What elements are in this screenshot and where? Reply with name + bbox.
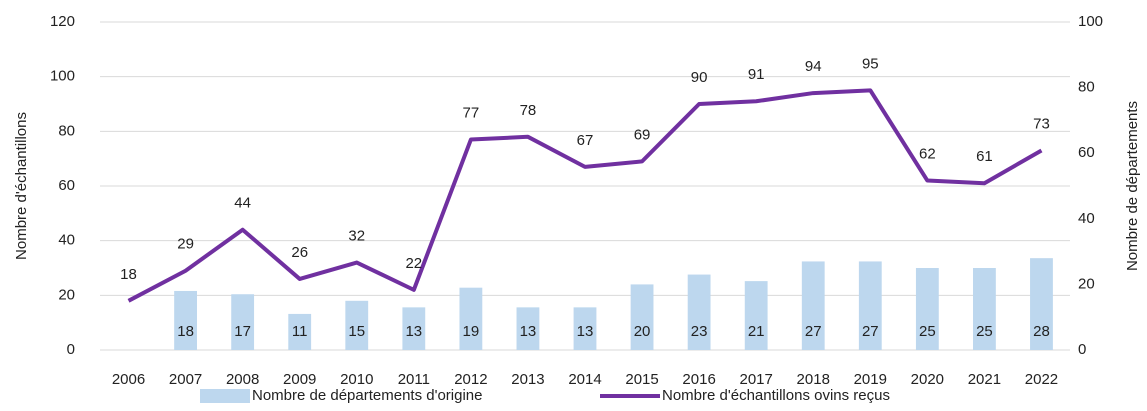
- line-value-label: 91: [748, 66, 765, 83]
- bar-value-label: 15: [348, 323, 365, 340]
- bar: [973, 268, 996, 350]
- x-tick-label: 2009: [283, 371, 316, 388]
- y-tick-label: 0: [67, 341, 75, 358]
- x-tick-label: 2018: [797, 371, 830, 388]
- y2-tick-label: 40: [1078, 210, 1095, 227]
- x-tick-label: 2021: [968, 371, 1001, 388]
- bar-value-label: 17: [234, 323, 251, 340]
- line-value-label: 32: [348, 228, 365, 245]
- line-value-label: 78: [520, 102, 537, 119]
- line-value-label: 18: [120, 266, 137, 283]
- y-tick-label: 40: [58, 232, 75, 249]
- line-value-label: 22: [405, 255, 422, 272]
- y-tick-label: 120: [50, 13, 75, 30]
- bar: [858, 261, 882, 350]
- line-value-label: 69: [634, 126, 651, 143]
- x-tick-label: 2015: [625, 371, 658, 388]
- y-tick-label: 60: [58, 177, 75, 194]
- bar: [174, 290, 197, 350]
- bar-value-label: 11: [292, 323, 308, 340]
- y-axis-label: Nombre d'échantillons: [13, 112, 30, 260]
- x-tick-label: 2022: [1025, 371, 1058, 388]
- bar: [1030, 258, 1053, 350]
- bar-value-label: 28: [1033, 323, 1050, 340]
- bar-value-label: 13: [405, 323, 422, 340]
- bar-value-label: 13: [520, 323, 537, 340]
- x-tick-label: 2013: [511, 371, 544, 388]
- bar: [459, 287, 483, 350]
- x-tick-label: 2012: [454, 371, 487, 388]
- bar-value-label: 13: [577, 323, 594, 340]
- bar-value-label: 21: [748, 323, 765, 340]
- line-value-label: 95: [862, 55, 879, 72]
- x-tick-label: 2019: [854, 371, 887, 388]
- line-value-label: 62: [919, 146, 936, 163]
- y2-axis-label: Nombre de départements: [1124, 101, 1141, 271]
- line-value-label: 44: [234, 195, 251, 212]
- x-tick-label: 2017: [739, 371, 772, 388]
- x-tick-label: 2011: [398, 371, 430, 388]
- x-tick-label: 2007: [169, 371, 202, 388]
- x-tick-label: 2006: [112, 371, 145, 388]
- legend-label: Nombre de départements d'origine: [252, 387, 483, 404]
- line-value-label: 61: [976, 148, 993, 165]
- bar: [744, 281, 768, 350]
- bar-value-label: 19: [463, 323, 480, 340]
- line-value-label: 77: [463, 105, 480, 122]
- bar-value-label: 20: [634, 323, 651, 340]
- y2-tick-label: 20: [1078, 275, 1095, 292]
- x-tick-label: 2020: [911, 371, 944, 388]
- x-tick-label: 2016: [682, 371, 715, 388]
- bar: [288, 313, 312, 350]
- bar: [402, 307, 426, 350]
- legend-label: Nombre d'échantillons ovins reçus: [662, 387, 890, 404]
- bar: [915, 268, 939, 350]
- x-tick-label: 2010: [340, 371, 373, 388]
- bar: [231, 294, 255, 350]
- x-tick-label: 2014: [568, 371, 601, 388]
- bar: [687, 274, 711, 350]
- y-tick-label: 80: [58, 122, 75, 139]
- bar: [801, 261, 825, 350]
- line-value-label: 94: [805, 58, 822, 75]
- line-value-label: 67: [577, 132, 594, 149]
- line-value-label: 26: [291, 244, 308, 261]
- bar-value-label: 23: [691, 323, 708, 340]
- y2-tick-label: 100: [1078, 13, 1103, 30]
- y-tick-label: 20: [58, 286, 75, 303]
- bar: [573, 307, 597, 350]
- y-tick-label: 100: [50, 68, 75, 85]
- y2-tick-label: 0: [1078, 341, 1086, 358]
- line-value-label: 90: [691, 69, 708, 86]
- bar: [630, 284, 654, 350]
- x-tick-label: 2008: [226, 371, 259, 388]
- bar-value-label: 25: [976, 323, 993, 340]
- bar-value-label: 18: [177, 323, 194, 340]
- bar: [345, 300, 369, 350]
- y2-tick-label: 60: [1078, 144, 1095, 161]
- bar-value-label: 27: [862, 323, 879, 340]
- line-value-label: 73: [1033, 115, 1050, 132]
- bar-value-label: 27: [805, 323, 822, 340]
- legend-swatch: [200, 389, 250, 403]
- line-value-label: 29: [177, 236, 194, 253]
- line: [127, 88, 1043, 303]
- bar: [516, 307, 540, 350]
- y2-tick-label: 80: [1078, 79, 1095, 96]
- bar-value-label: 25: [919, 323, 936, 340]
